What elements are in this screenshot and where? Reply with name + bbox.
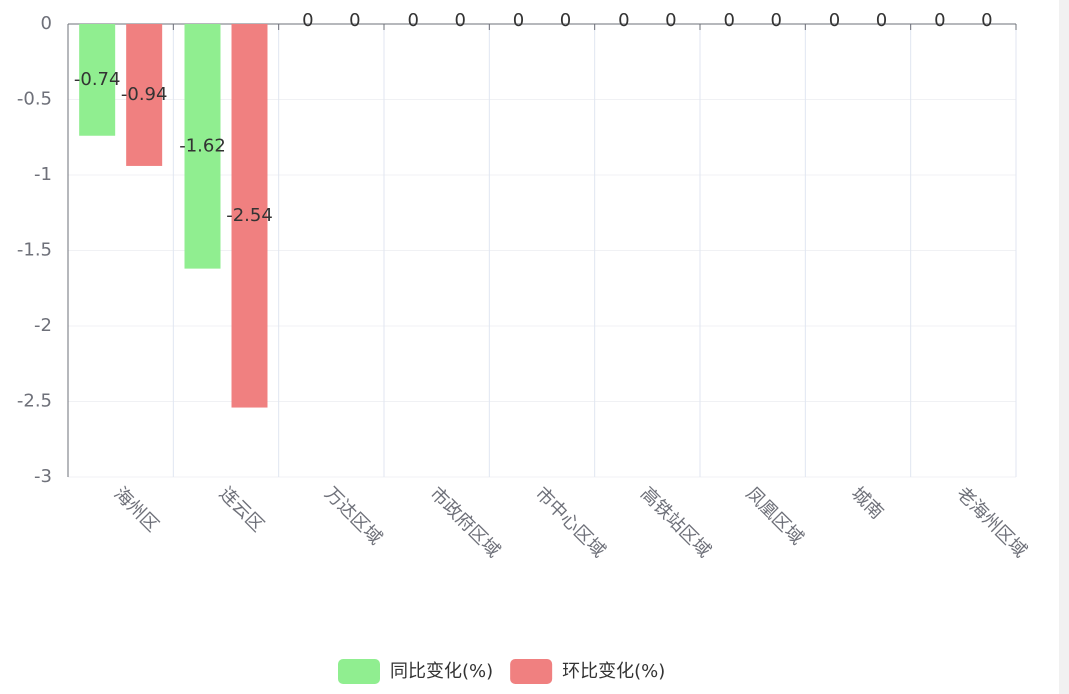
x-tick-label: 城南 xyxy=(847,483,887,523)
y-tick-label: -3 xyxy=(34,466,52,487)
legend-swatch[interactable] xyxy=(510,659,553,684)
bar xyxy=(184,24,221,269)
value-label: 0 xyxy=(560,10,571,31)
value-label: 0 xyxy=(302,10,313,31)
value-label: -0.94 xyxy=(121,84,168,105)
x-tick-label: 市政府区域 xyxy=(426,483,504,561)
value-label: 0 xyxy=(770,10,781,31)
x-tick-label: 市中心区域 xyxy=(531,483,609,561)
value-label: 0 xyxy=(665,10,676,31)
x-tick-label: 连云区 xyxy=(215,483,268,536)
legend-label[interactable]: 环比变化(%) xyxy=(562,661,665,682)
value-label: -1.62 xyxy=(179,135,226,156)
y-tick-label: -1 xyxy=(34,164,52,185)
y-tick-label: -2 xyxy=(34,315,52,336)
value-label: 0 xyxy=(407,10,418,31)
y-tick-label: 0 xyxy=(41,13,52,34)
value-label: -2.54 xyxy=(226,205,273,226)
value-label: 0 xyxy=(829,10,840,31)
y-tick-label: -1.5 xyxy=(17,240,52,261)
x-tick-label: 老海州区域 xyxy=(952,483,1030,561)
value-label: 0 xyxy=(618,10,629,31)
scrollbar xyxy=(1059,0,1069,694)
legend-label[interactable]: 同比变化(%) xyxy=(390,661,493,682)
value-label: 0 xyxy=(454,10,465,31)
x-tick-label: 万达区域 xyxy=(320,483,386,549)
value-label: 0 xyxy=(723,10,734,31)
bar xyxy=(231,24,268,408)
value-label: 0 xyxy=(981,10,992,31)
legend-swatch[interactable] xyxy=(338,659,380,684)
value-label: 0 xyxy=(513,10,524,31)
value-label: 0 xyxy=(349,10,360,31)
value-label: 0 xyxy=(934,10,945,31)
bar xyxy=(126,24,163,166)
x-tick-label: 海州区 xyxy=(110,483,163,536)
value-label: 0 xyxy=(876,10,887,31)
value-label: -0.74 xyxy=(74,69,121,90)
x-tick-label: 凤凰区域 xyxy=(742,483,808,549)
bar xyxy=(79,24,116,136)
x-tick-label: 高铁站区域 xyxy=(636,483,714,561)
y-tick-label: -0.5 xyxy=(17,89,52,110)
y-tick-label: -2.5 xyxy=(17,391,52,412)
